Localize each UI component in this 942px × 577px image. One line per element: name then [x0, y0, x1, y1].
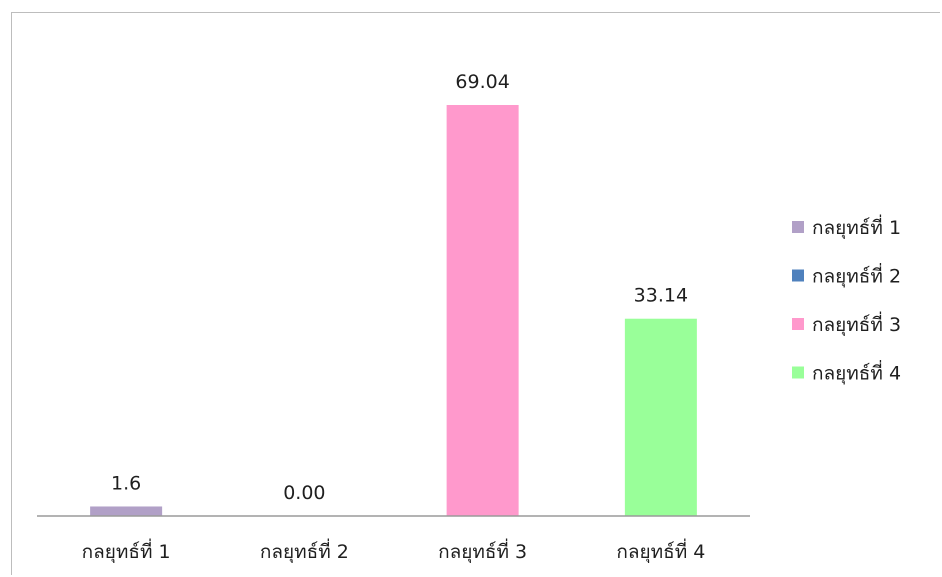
- legend-label-2: กลยุทธ์ที่ 2: [812, 263, 901, 289]
- data-labels-group: 1.6 0.00 69.04 33.14: [111, 71, 688, 504]
- legend: กลยุทธ์ที่ 1 กลยุทธ์ที่ 2 กลยุทธ์ที่ 3 กลยุ…: [792, 214, 901, 386]
- legend-swatch-4: [792, 366, 804, 379]
- legend-label-1: กลยุทธ์ที่ 1: [812, 214, 901, 240]
- data-label-2: 0.00: [283, 482, 325, 504]
- bar-3: [446, 105, 519, 516]
- bar-4: [624, 318, 697, 516]
- x-tick-labels-group: กลยุทธ์ที่ 1 กลยุทธ์ที่ 2 กลยุทธ์ที่ 3 กลยุ…: [82, 538, 706, 564]
- legend-label-3: กลยุทธ์ที่ 3: [812, 311, 901, 337]
- legend-swatch-3: [792, 318, 804, 330]
- legend-label-4: กลยุทธ์ที่ 4: [812, 360, 901, 386]
- data-label-3: 69.04: [455, 71, 509, 93]
- x-tick-label-4: กลยุทธ์ที่ 4: [616, 538, 705, 564]
- x-tick-label-2: กลยุทธ์ที่ 2: [260, 538, 349, 564]
- legend-swatch-1: [792, 221, 804, 233]
- legend-swatch-2: [792, 269, 804, 282]
- x-tick-label-3: กลยุทธ์ที่ 3: [438, 538, 527, 564]
- bars-group: [90, 105, 697, 516]
- data-label-1: 1.6: [111, 472, 141, 494]
- data-label-4: 33.14: [634, 285, 688, 307]
- x-tick-label-1: กลยุทธ์ที่ 1: [82, 538, 171, 564]
- bar-1: [90, 506, 163, 516]
